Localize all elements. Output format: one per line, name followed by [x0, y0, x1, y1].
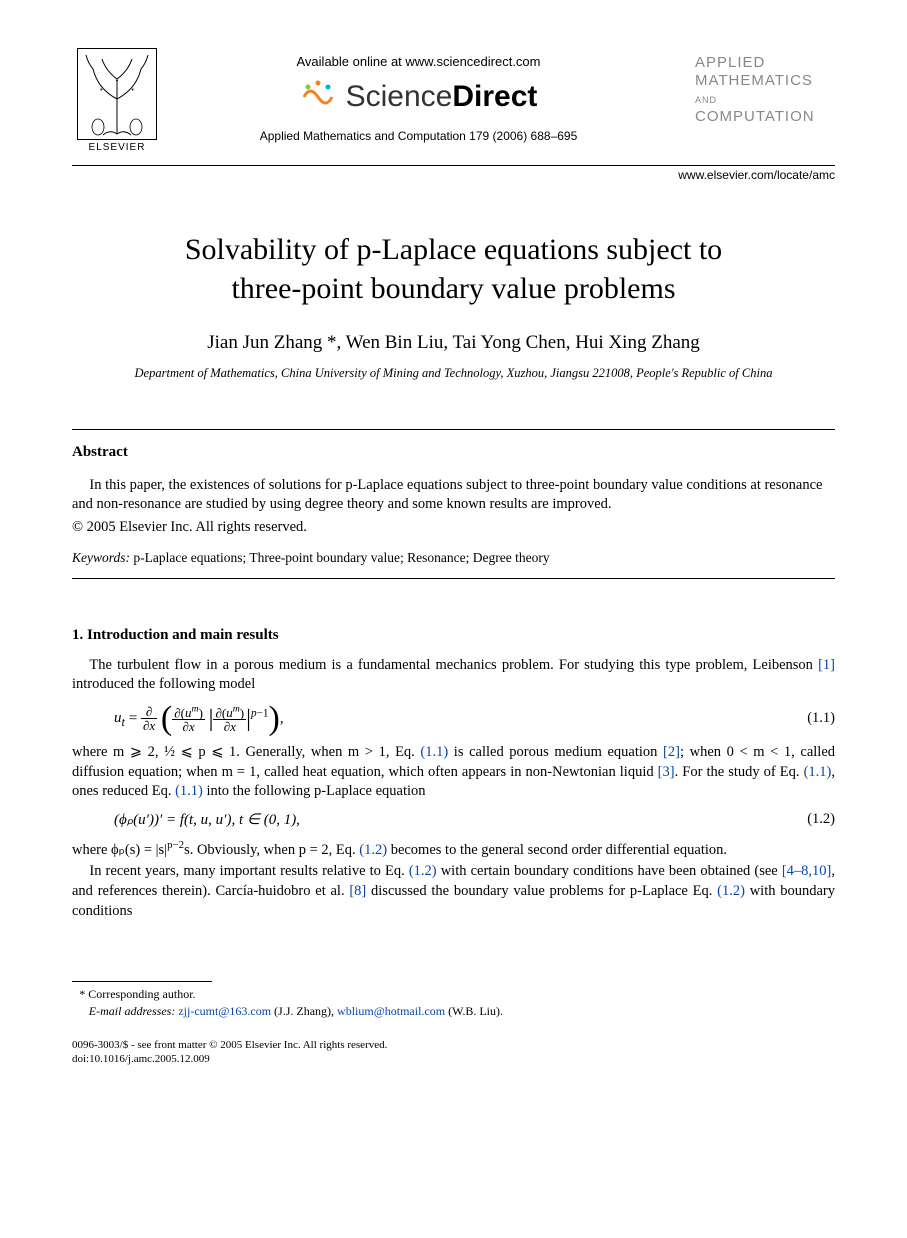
p2b: is called porous medium equation	[448, 744, 663, 760]
p4b: with certain boundary conditions have be…	[437, 863, 782, 879]
ref-eq12a[interactable]: (1.2)	[359, 842, 387, 858]
journal-name: APPLIED MATHEMATICS AND COMPUTATION	[695, 54, 835, 126]
footnotes: * Corresponding author. E-mail addresses…	[72, 986, 835, 1020]
authors: Jian Jun Zhang *, Wen Bin Liu, Tai Yong …	[72, 332, 835, 354]
elsevier-label: ELSEVIER	[72, 142, 162, 153]
email1-author: (J.J. Zhang),	[271, 1004, 337, 1018]
email-label: E-mail addresses:	[89, 1004, 179, 1018]
section1-heading: 1. Introduction and main results	[72, 627, 835, 644]
p3b: s. Obviously, when p = 2, Eq.	[184, 842, 359, 858]
available-online-text: Available online at www.sciencedirect.co…	[162, 54, 675, 69]
header-rule	[72, 165, 835, 166]
journal-url[interactable]: www.elsevier.com/locate/amc	[72, 168, 835, 182]
equation-1-2-row: (ϕₚ(u′))′ = f(t, u, u′), t ∈ (0, 1), (1.…	[72, 810, 835, 830]
ref-8[interactable]: [8]	[349, 883, 366, 899]
paragraph-3: where ϕₚ(s) = |s|p−2s. Obviously, when p…	[72, 838, 835, 860]
header-row: ELSEVIER Available online at www.science…	[72, 48, 835, 153]
p4a: In recent years, many important results …	[89, 863, 408, 879]
footnote-emails: E-mail addresses: zjj-cumt@163.com (J.J.…	[72, 1003, 835, 1020]
abstract-text: In this paper, the existences of solutio…	[72, 476, 835, 515]
eq-num-1-2: (1.2)	[785, 810, 835, 830]
header-center: Available online at www.sciencedirect.co…	[162, 48, 675, 143]
ref-2[interactable]: [2]	[663, 744, 680, 760]
title-line2: three-point boundary value problems	[231, 272, 675, 305]
front-matter-block: 0096-3003/$ - see front matter © 2005 El…	[72, 1038, 835, 1067]
eq12-text: (ϕₚ(u′))′ = f(t, u, u′), t ∈ (0, 1),	[114, 812, 300, 828]
sd-bold: Direct	[452, 80, 537, 113]
ref-eq12c[interactable]: (1.2)	[717, 883, 745, 899]
sd-light: Science	[346, 80, 453, 113]
footnote-corresponding: * Corresponding author.	[72, 986, 835, 1003]
equation-1-2: (ϕₚ(u′))′ = f(t, u, u′), t ∈ (0, 1),	[72, 810, 785, 830]
p4d: discussed the boundary value problems fo…	[366, 883, 717, 899]
p2d: . For the study of Eq.	[675, 764, 804, 780]
equation-1-1: ut = ∂∂x (∂(um)∂x |∂(um)∂x|p−1),	[72, 703, 785, 735]
ref-4-8-10[interactable]: [4–8,10]	[782, 863, 832, 879]
journal-line2: MATHEMATICS	[695, 72, 835, 90]
journal-line3: COMPUTATION	[695, 108, 835, 126]
keywords-text: p-Laplace equations; Three-point boundar…	[130, 550, 550, 565]
p3c: becomes to the general second order diff…	[387, 842, 727, 858]
email-1[interactable]: zjj-cumt@163.com	[178, 1004, 271, 1018]
paragraph-1: The turbulent flow in a porous medium is…	[72, 656, 835, 695]
abstract-bottom-rule	[72, 578, 835, 579]
ref-eq12b[interactable]: (1.2)	[409, 863, 437, 879]
journal-and: AND	[695, 95, 717, 105]
elsevier-logo-block: ELSEVIER	[72, 48, 162, 153]
sciencedirect-text: ScienceDirect	[346, 80, 538, 114]
p2a: where m ⩾ 2, ½ ⩽ p ⩽ 1. Generally, when …	[72, 744, 420, 760]
body-text: The turbulent flow in a porous medium is…	[72, 656, 835, 922]
keywords-label: Keywords:	[72, 550, 130, 565]
page-container: ELSEVIER Available online at www.science…	[0, 0, 907, 1238]
article-title: Solvability of p-Laplace equations subje…	[112, 230, 795, 308]
front-matter: 0096-3003/$ - see front matter © 2005 El…	[72, 1038, 835, 1052]
ref-eq11b[interactable]: (1.1)	[804, 764, 832, 780]
email-2[interactable]: wblium@hotmail.com	[337, 1004, 445, 1018]
email2-author: (W.B. Liu).	[445, 1004, 503, 1018]
abstract-heading: Abstract	[72, 444, 835, 461]
citation-text: Applied Mathematics and Computation 179 …	[162, 129, 675, 143]
title-line1: Solvability of p-Laplace equations subje…	[185, 233, 722, 266]
journal-line1: APPLIED	[695, 54, 835, 72]
sciencedirect-logo: ScienceDirect	[300, 79, 538, 115]
elsevier-tree-icon	[77, 48, 157, 140]
ref-1[interactable]: [1]	[818, 657, 835, 673]
eq-num-1-1: (1.1)	[785, 709, 835, 729]
ref-eq11a[interactable]: (1.1)	[420, 744, 448, 760]
doi: doi:10.1016/j.amc.2005.12.009	[72, 1052, 835, 1066]
paragraph-4: In recent years, many important results …	[72, 862, 835, 921]
journal-block: APPLIED MATHEMATICS AND COMPUTATION	[675, 48, 835, 126]
p1b: introduced the following model	[72, 676, 255, 692]
paragraph-2: where m ⩾ 2, ½ ⩽ p ⩽ 1. Generally, when …	[72, 743, 835, 802]
p2f: into the following p-Laplace equation	[203, 783, 426, 799]
keywords: Keywords: p-Laplace equations; Three-poi…	[72, 550, 835, 566]
equation-1-1-row: ut = ∂∂x (∂(um)∂x |∂(um)∂x|p−1), (1.1)	[72, 703, 835, 735]
affiliation: Department of Mathematics, China Univers…	[72, 366, 835, 381]
p1a: The turbulent flow in a porous medium is…	[89, 657, 818, 673]
copyright: © 2005 Elsevier Inc. All rights reserved…	[72, 519, 835, 536]
footnote-rule	[72, 981, 212, 982]
ref-3[interactable]: [3]	[658, 764, 675, 780]
ref-eq11c[interactable]: (1.1)	[175, 783, 203, 799]
p3a-sup: p−2	[167, 839, 184, 851]
abstract-top-rule	[72, 429, 835, 430]
sciencedirect-icon	[300, 79, 336, 115]
p3a: where ϕₚ(s) = |s|	[72, 842, 167, 858]
